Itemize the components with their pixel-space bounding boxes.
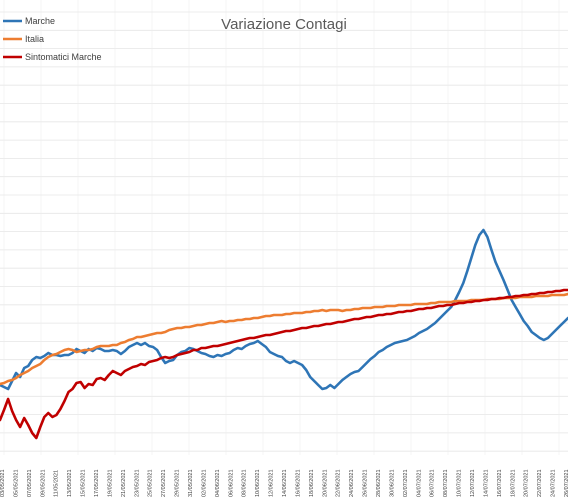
x-tick-label: 13/05/2021 [67, 469, 73, 497]
x-tick-label: 14/06/2021 [282, 469, 288, 497]
gridlines [0, 0, 568, 455]
x-tick-label: 27/05/2021 [161, 469, 167, 497]
x-tick-label: 22/06/2021 [336, 469, 342, 497]
x-tick-label: 29/05/2021 [175, 469, 181, 497]
x-tick-label: 30/06/2021 [389, 469, 395, 497]
x-tick-label: 08/06/2021 [242, 469, 248, 497]
x-tick-label: 26/06/2021 [363, 469, 369, 497]
x-tick-label: 20/07/2021 [524, 469, 530, 497]
x-tick-label: 05/05/2021 [13, 469, 19, 497]
x-tick-label: 04/07/2021 [416, 469, 422, 497]
x-tick-label: 18/06/2021 [309, 469, 315, 497]
x-tick-label: 19/05/2021 [107, 469, 113, 497]
x-tick-label: 15/05/2021 [81, 469, 87, 497]
x-tick-label: 07/05/2021 [27, 469, 33, 497]
x-tick-label: 06/07/2021 [430, 469, 436, 497]
x-tick-label: 06/06/2021 [228, 469, 234, 497]
x-tick-label: 12/07/2021 [470, 469, 476, 497]
x-tick-label: 26/07/2021 [564, 469, 568, 497]
x-tick-label: 10/06/2021 [255, 469, 261, 497]
legend: Marche Italia Sintomatici Marche [3, 16, 102, 62]
x-tick-label: 24/07/2021 [551, 469, 557, 497]
x-tick-label: 02/06/2021 [201, 469, 207, 497]
x-tick-label: 18/07/2021 [510, 469, 516, 497]
series-line-sintomatici-marche [0, 288, 568, 440]
x-tick-label: 16/06/2021 [295, 469, 301, 497]
x-tick-label: 10/07/2021 [457, 469, 463, 497]
legend-label-sintomatici: Sintomatici Marche [25, 52, 102, 62]
series-line-marche [0, 228, 568, 391]
x-tick-label: 20/06/2021 [322, 469, 328, 497]
x-tick-label: 31/05/2021 [188, 469, 194, 497]
x-tick-label: 11/05/2021 [54, 470, 60, 497]
x-tick-label: 02/07/2021 [403, 469, 409, 497]
series-line-italia [0, 292, 568, 386]
chart-title: Variazione Contagi [221, 16, 347, 33]
legend-label-italia: Italia [25, 34, 44, 44]
x-tick-label: 12/06/2021 [269, 469, 275, 497]
x-tick-label: 28/06/2021 [376, 469, 382, 497]
x-tick-label: 25/05/2021 [148, 469, 154, 497]
x-tick-label: 16/07/2021 [497, 469, 503, 497]
series-lines [0, 228, 568, 440]
x-tick-label: 24/06/2021 [349, 469, 355, 497]
x-tick-label: 08/07/2021 [443, 469, 449, 497]
x-tick-label: 17/05/2021 [94, 469, 100, 497]
x-tick-label: 03/05/2021 [0, 469, 6, 497]
x-axis-tick-labels: 03/05/2021 05/05/2021 07/05/2021 09/05/2021… [0, 469, 568, 497]
x-tick-label: 22/07/2021 [537, 469, 543, 497]
legend-label-marche: Marche [25, 16, 55, 26]
x-tick-label: 09/05/2021 [40, 469, 46, 497]
x-tick-label: 23/05/2021 [134, 469, 140, 497]
x-tick-label: 14/07/2021 [483, 469, 489, 497]
x-tick-label: 21/05/2021 [121, 469, 127, 497]
x-tick-label: 04/06/2021 [215, 469, 221, 497]
